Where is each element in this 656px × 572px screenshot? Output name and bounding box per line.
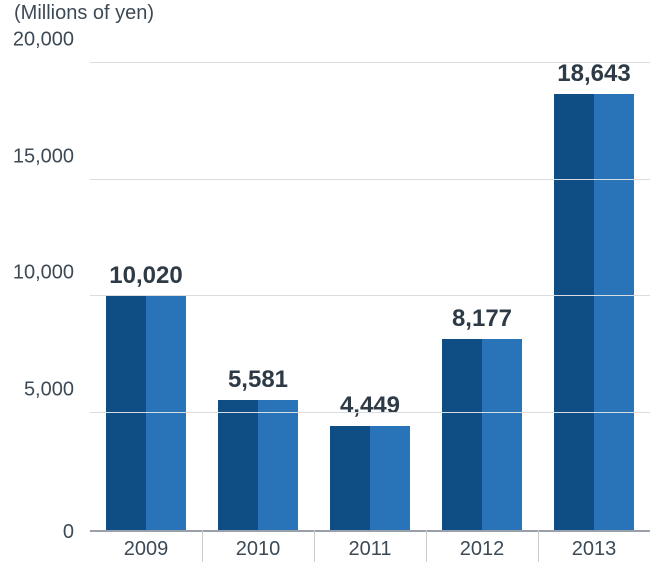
value-label: 4,449: [340, 392, 400, 426]
ytick-label: 5,000: [24, 379, 90, 402]
xtick-label: 2010: [236, 530, 281, 561]
bar-half-right: [370, 426, 410, 530]
y-axis-title: (Millions of yen): [14, 2, 154, 25]
bar-half-right: [258, 400, 298, 530]
xtick-label: 2012: [460, 530, 505, 561]
xtick-label: 2013: [572, 530, 617, 561]
bar-half-left: [330, 426, 370, 530]
bar-2011: 4,4492011: [330, 426, 411, 530]
bar-half-left: [442, 339, 482, 530]
bar-half-left: [218, 400, 258, 530]
xtick-separator: [314, 530, 315, 562]
value-label: 8,177: [452, 305, 512, 339]
ytick-label-0: 0: [63, 521, 90, 544]
gridline: [90, 295, 650, 296]
bar-half-right: [594, 94, 634, 530]
gridline: [90, 412, 650, 413]
bar-2013: 18,6432013: [554, 94, 635, 530]
xtick-separator: [538, 530, 539, 562]
gridline: [90, 179, 650, 180]
ytick-label: 10,000: [13, 262, 90, 285]
bar-chart: (Millions of yen) 0 10,02020095,58120104…: [0, 0, 656, 572]
ytick-label: 20,000: [13, 28, 90, 51]
bar-2012: 8,1772012: [442, 339, 523, 530]
gridline: [90, 62, 650, 63]
bar-half-right: [482, 339, 522, 530]
xtick-separator: [426, 530, 427, 562]
bars-layer: 10,02020095,58120104,44920118,177201218,…: [90, 44, 650, 530]
xtick-label: 2009: [124, 530, 169, 561]
value-label: 5,581: [228, 366, 288, 400]
xtick-label: 2011: [348, 530, 391, 561]
value-label: 10,020: [109, 262, 182, 296]
ytick-label: 15,000: [13, 145, 90, 168]
plot-area: 0 10,02020095,58120104,44920118,17720121…: [90, 44, 650, 532]
bar-half-left: [554, 94, 594, 530]
xtick-separator: [202, 530, 203, 562]
bar-2010: 5,5812010: [218, 400, 299, 530]
value-label: 18,643: [557, 60, 630, 94]
